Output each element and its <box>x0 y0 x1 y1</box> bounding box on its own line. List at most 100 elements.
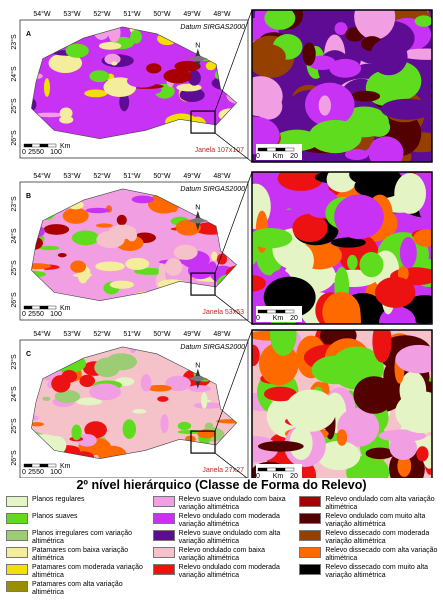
longitude-label: 53°W <box>63 330 81 338</box>
scale-bar <box>275 309 286 314</box>
relief-patch <box>252 275 266 292</box>
relief-patch <box>318 95 331 116</box>
legend-label: Relevo dissecado com muito alta variação… <box>325 564 429 579</box>
scale-bar <box>31 305 41 310</box>
relief-patch <box>292 213 328 243</box>
relief-patch <box>89 383 121 401</box>
legend-item: Relevo suave ondulado com alta variação … <box>152 530 294 546</box>
legend-swatch <box>299 564 322 575</box>
longitude-label: 52°W <box>93 330 111 338</box>
scale-bar <box>39 305 49 310</box>
relief-patch <box>211 251 218 261</box>
longitude-label: 50°W <box>153 172 171 180</box>
inset <box>252 172 432 324</box>
scale-unit: Km <box>273 473 284 478</box>
relief-patch <box>51 375 71 393</box>
relief-patch <box>125 257 150 270</box>
relief-patch <box>147 384 172 392</box>
scale-label: 0 <box>22 469 26 476</box>
longitude-label: 52°W <box>93 10 111 18</box>
relief-patch <box>31 263 51 270</box>
scale-bar <box>257 467 268 472</box>
relief-patch <box>98 42 122 50</box>
scale-bar <box>275 467 286 472</box>
relief-patch <box>337 407 380 447</box>
latitude-label: 23°S <box>10 354 18 370</box>
longitude-label: 51°W <box>123 172 141 180</box>
relief-patch <box>334 194 384 240</box>
scale-label: 100 <box>50 469 62 476</box>
scale-bar <box>23 463 33 468</box>
scale-bar <box>275 147 286 152</box>
zoom-box <box>190 110 216 134</box>
relief-patch <box>116 214 127 226</box>
scale-bar <box>257 309 268 314</box>
relief-patch <box>76 433 97 447</box>
legend-item: Planos suaves <box>6 513 147 529</box>
zoom-box <box>190 430 216 454</box>
legend-swatch <box>299 547 322 558</box>
compass <box>187 217 208 224</box>
panel: 54°W 53°W 52°W 51°W 50°W 49°W 48°W 23°S 24°S 25°S… <box>10 9 433 163</box>
longitude-label: 49°W <box>183 330 201 338</box>
panel: 54°W 53°W 52°W 51°W 50°W 49°W 48°W 23°S 24°S 25°S… <box>10 171 433 325</box>
panel-letter: B <box>26 193 31 200</box>
legend-swatch <box>152 530 175 541</box>
inset-frame <box>251 329 433 478</box>
scale-label: 50 <box>36 149 44 156</box>
zoom-line <box>214 9 253 112</box>
relief-patch <box>201 392 208 409</box>
legend-column: Planos regulares Planos suaves Planos irre… <box>6 496 147 597</box>
state-border <box>31 188 238 301</box>
latitude-label: 25°S <box>10 98 18 114</box>
relief-patch <box>85 207 110 214</box>
relief-patch <box>289 426 313 461</box>
scale-label: 20 <box>290 153 298 160</box>
relief-patch <box>205 61 217 71</box>
legend-item: Relevo ondulado com moderada variação al… <box>152 564 294 580</box>
legend-label: Patamares com alta variação altimétrica <box>32 581 123 596</box>
latitude-label: 26°S <box>10 450 18 466</box>
legend-item: Relevo ondulado com alta variação altimé… <box>299 496 440 512</box>
scale-label: 50 <box>36 311 44 318</box>
relief-patch <box>285 243 314 278</box>
relief-patch <box>126 74 158 88</box>
scale-label: 20 <box>290 473 298 478</box>
window-label: Janela 27x27 <box>202 467 244 474</box>
scale-label: 100 <box>50 149 62 156</box>
longitude-label: 53°W <box>63 10 81 18</box>
relief-patch <box>187 70 201 86</box>
relief-patch <box>111 61 118 66</box>
scale-label: 25 <box>28 311 36 318</box>
zoom-box <box>190 272 216 296</box>
legend-label: Relevo ondulado com moderada variação al… <box>178 564 280 579</box>
title: 2º nível hierárquico (Classe de Forma do… <box>76 478 367 492</box>
relief-patch <box>316 440 361 471</box>
legend-swatch <box>6 547 28 558</box>
scale-unit: Km <box>60 143 71 150</box>
longitude-label: 50°W <box>153 330 171 338</box>
relief-patch <box>48 53 83 73</box>
relief-patch <box>354 174 404 199</box>
relief-patch <box>132 409 147 414</box>
state-border <box>31 26 238 139</box>
zoom-line <box>214 171 253 274</box>
legend-label: Planos suaves <box>32 513 78 520</box>
compass-north: N <box>195 42 200 49</box>
relief-patch <box>395 391 432 434</box>
longitude-label: 51°W <box>123 330 141 338</box>
panel-letter: C <box>26 351 31 358</box>
relief-patch <box>131 195 155 204</box>
relief-patch <box>216 419 237 424</box>
relief-patch <box>137 112 162 127</box>
scale-label: 0 <box>256 315 260 322</box>
scale-label: 0 <box>22 311 26 318</box>
relief-patch <box>398 118 418 149</box>
relief-patch <box>389 435 418 460</box>
relief-patch <box>263 386 297 402</box>
relief-patch <box>157 396 169 402</box>
relief-patch <box>326 172 358 193</box>
relief-patch <box>31 422 45 427</box>
longitude-label: 54°W <box>33 330 51 338</box>
